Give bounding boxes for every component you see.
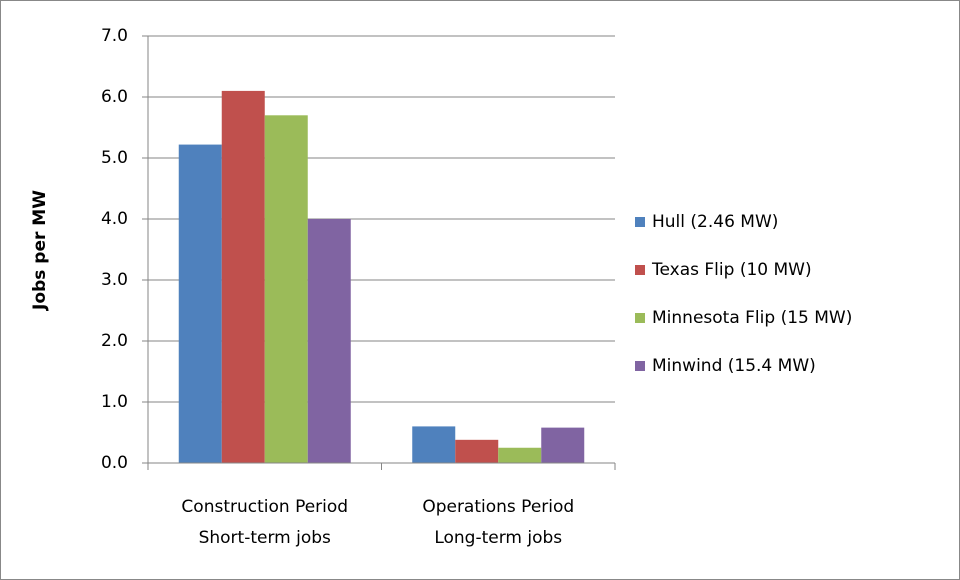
bar: [541, 427, 585, 463]
x-tick-label: Construction Period: [181, 497, 348, 517]
y-tick-label: 4.0: [101, 209, 128, 229]
legend-swatch: [635, 217, 645, 227]
y-tick-label: 2.0: [101, 331, 128, 351]
y-tick-label: 0.0: [101, 453, 128, 473]
y-tick-label: 5.0: [101, 148, 128, 168]
y-tick-label: 6.0: [101, 87, 128, 107]
bar: [178, 144, 222, 463]
bar: [307, 219, 351, 463]
y-tick-label: 7.0: [101, 26, 128, 46]
bar: [498, 447, 542, 463]
y-axis-label: Jobs per MW: [30, 190, 50, 311]
bar: [412, 426, 456, 463]
legend-label: Hull (2.46 MW): [652, 212, 778, 232]
legend-label: Minwind (15.4 MW): [652, 356, 816, 376]
legend-label: Texas Flip (10 MW): [651, 260, 812, 280]
bar: [264, 115, 308, 464]
x-tick-label: Operations Period: [422, 497, 574, 517]
legend-label: Minnesota Flip (15 MW): [652, 308, 852, 328]
legend-swatch: [635, 265, 645, 275]
x-tick-label: Long-term jobs: [434, 528, 562, 548]
x-tick-label: Short-term jobs: [199, 528, 331, 548]
y-tick-label: 3.0: [101, 270, 128, 290]
legend-swatch: [635, 313, 645, 323]
bar: [221, 90, 265, 464]
legend-swatch: [635, 361, 645, 371]
y-tick-label: 1.0: [101, 392, 128, 412]
bar: [455, 439, 499, 463]
